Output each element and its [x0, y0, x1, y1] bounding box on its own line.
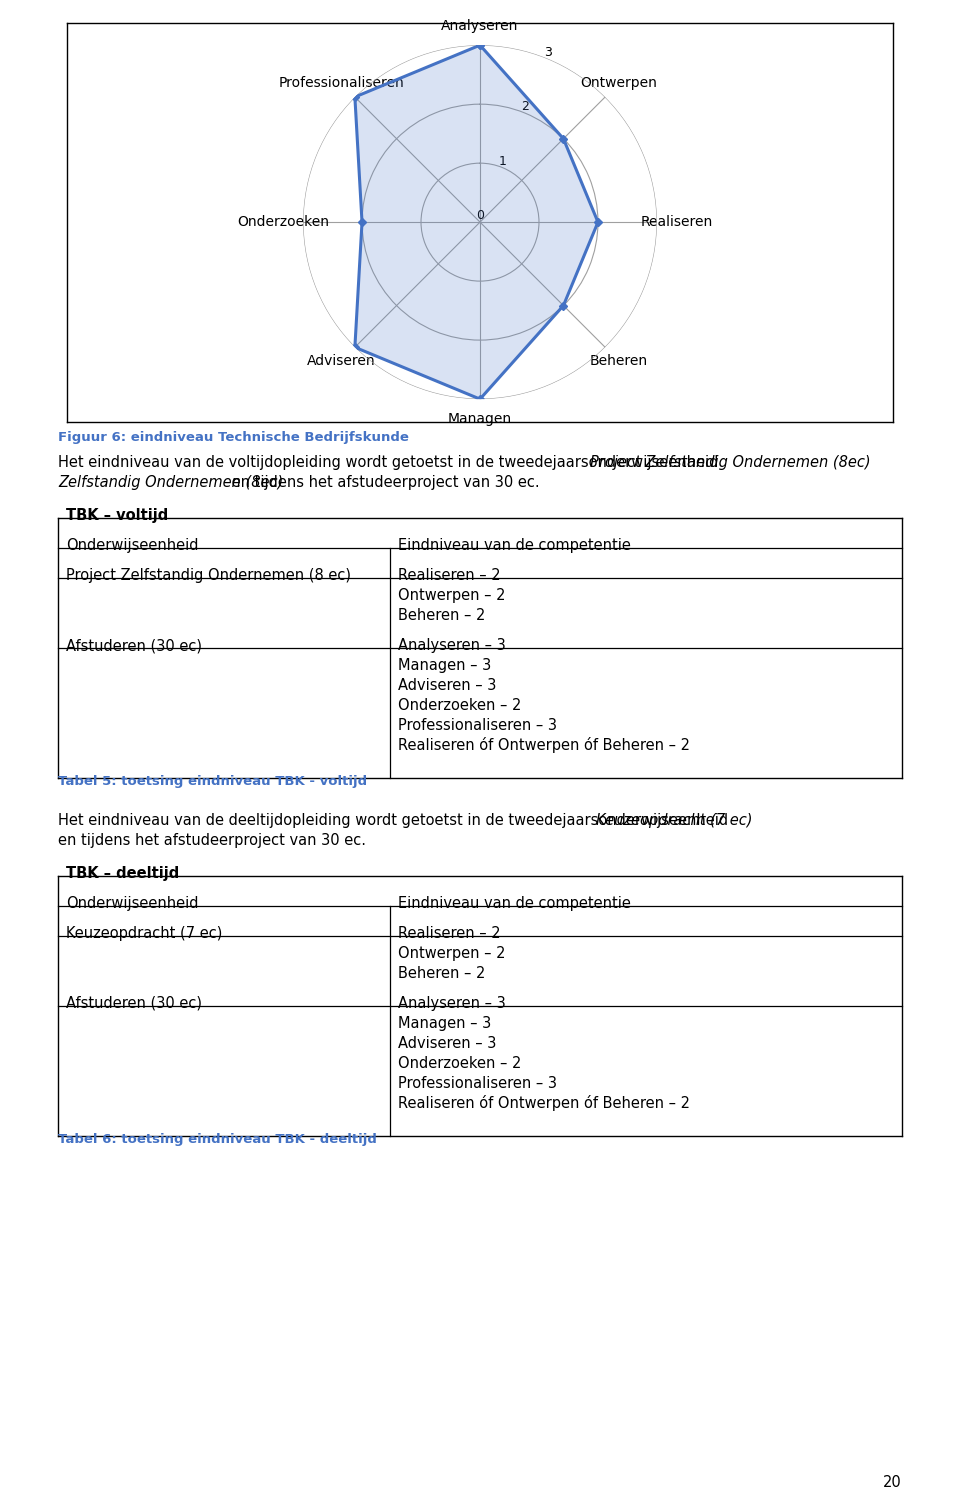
Text: Figuur 6: eindniveau Technische Bedrijfskunde: Figuur 6: eindniveau Technische Bedrijfs… [58, 431, 409, 444]
Text: Project Zelfstandig Ondernemen (8ec): Project Zelfstandig Ondernemen (8ec) [590, 455, 871, 470]
Text: Adviseren – 3: Adviseren – 3 [398, 678, 496, 693]
Text: Realiseren óf Ontwerpen óf Beheren – 2: Realiseren óf Ontwerpen óf Beheren – 2 [398, 1095, 690, 1111]
Text: Analyseren – 3: Analyseren – 3 [398, 639, 506, 654]
Text: Zelfstandig Ondernemen (8ec): Zelfstandig Ondernemen (8ec) [58, 474, 283, 489]
Text: TBK – voltijd: TBK – voltijd [66, 508, 168, 523]
Text: en tijdens het afstudeerproject van 30 ec.: en tijdens het afstudeerproject van 30 e… [228, 474, 540, 489]
Text: TBK – deeltijd: TBK – deeltijd [66, 866, 180, 881]
Text: en tijdens het afstudeerproject van 30 ec.: en tijdens het afstudeerproject van 30 e… [58, 833, 366, 848]
Text: Ontwerpen – 2: Ontwerpen – 2 [398, 587, 506, 602]
Text: Realiseren – 2: Realiseren – 2 [398, 926, 500, 941]
Text: Tabel 6: toetsing eindniveau TBK - deeltijd: Tabel 6: toetsing eindniveau TBK - deelt… [58, 1133, 377, 1146]
Text: Professionaliseren – 3: Professionaliseren – 3 [398, 1075, 557, 1090]
Text: Managen – 3: Managen – 3 [398, 1017, 492, 1032]
Text: Keuzeopdracht (7 ec): Keuzeopdracht (7 ec) [596, 813, 753, 828]
Text: Beheren – 2: Beheren – 2 [398, 965, 486, 980]
Text: Professionaliseren – 3: Professionaliseren – 3 [398, 718, 557, 733]
Text: Het eindniveau van de deeltijdopleiding wordt getoetst in de tweedejaarsonderwij: Het eindniveau van de deeltijdopleiding … [58, 813, 732, 828]
Text: Realiseren óf Ontwerpen óf Beheren – 2: Realiseren óf Ontwerpen óf Beheren – 2 [398, 736, 690, 753]
Text: Managen – 3: Managen – 3 [398, 658, 492, 673]
Text: Adviseren – 3: Adviseren – 3 [398, 1036, 496, 1051]
Text: Onderwijseenheid: Onderwijseenheid [66, 896, 199, 911]
Text: Project Zelfstandig Ondernemen (8 ec): Project Zelfstandig Ondernemen (8 ec) [66, 568, 351, 583]
Text: Afstuderen (30 ec): Afstuderen (30 ec) [66, 639, 202, 654]
Text: Onderzoeken – 2: Onderzoeken – 2 [398, 1056, 521, 1071]
Text: Tabel 5: toetsing eindniveau TBK - voltijd: Tabel 5: toetsing eindniveau TBK - volti… [58, 776, 367, 788]
Polygon shape [355, 45, 598, 399]
Text: Onderwijseenheid: Onderwijseenheid [66, 538, 199, 553]
Text: Afstuderen (30 ec): Afstuderen (30 ec) [66, 995, 202, 1011]
Text: Eindniveau van de competentie: Eindniveau van de competentie [398, 896, 631, 911]
Text: Realiseren – 2: Realiseren – 2 [398, 568, 500, 583]
Text: Het eindniveau van de voltijdopleiding wordt getoetst in de tweedejaarsonderwijs: Het eindniveau van de voltijdopleiding w… [58, 455, 723, 470]
Text: Beheren – 2: Beheren – 2 [398, 608, 486, 623]
Text: Analyseren – 3: Analyseren – 3 [398, 995, 506, 1011]
Text: 20: 20 [883, 1474, 902, 1489]
Text: Onderzoeken – 2: Onderzoeken – 2 [398, 697, 521, 712]
Text: Eindniveau van de competentie: Eindniveau van de competentie [398, 538, 631, 553]
Text: Ontwerpen – 2: Ontwerpen – 2 [398, 946, 506, 961]
Text: Keuzeopdracht (7 ec): Keuzeopdracht (7 ec) [66, 926, 223, 941]
